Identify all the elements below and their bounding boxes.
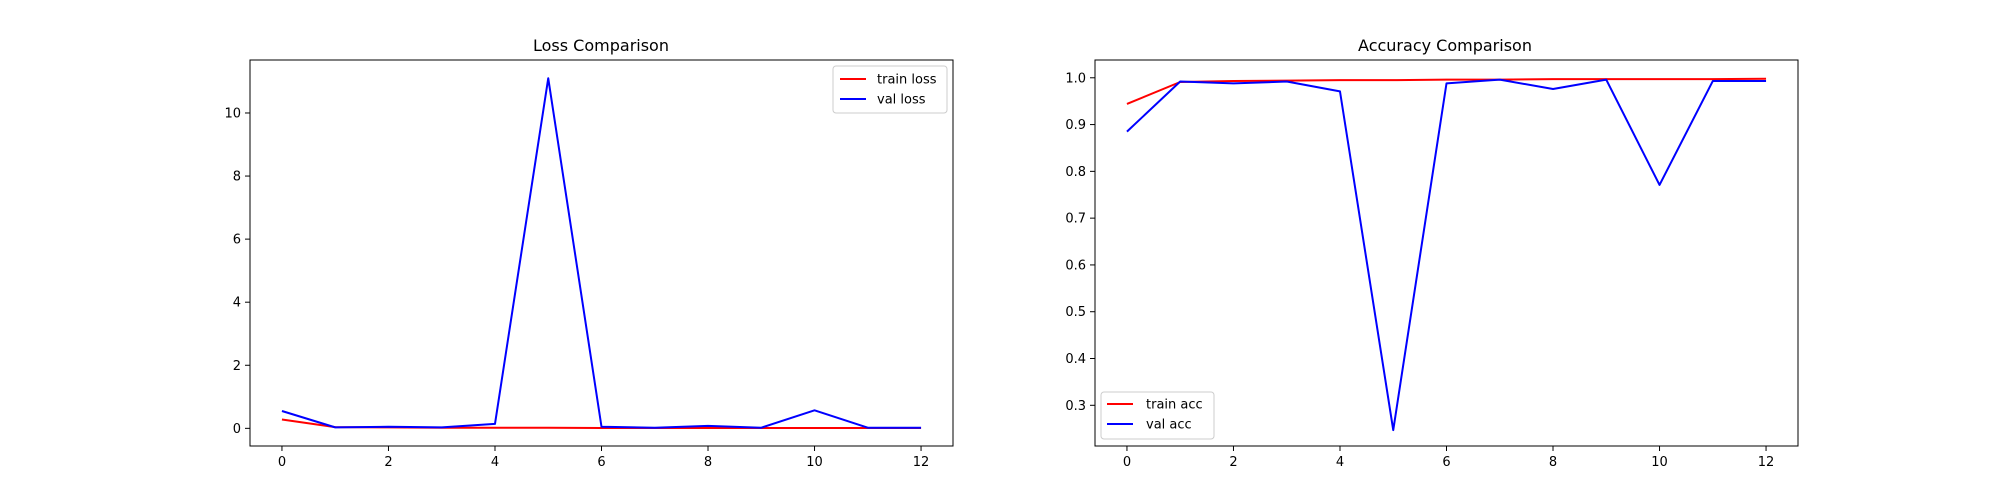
accuracy-y-tick-label: 0.4 [1065, 352, 1086, 367]
loss-y-tick-label: 4 [233, 296, 241, 311]
accuracy-y-axis: 0.3 0.4 0.5 0.6 0.7 0.8 0.9 1.0 [1065, 71, 1095, 414]
loss-x-tick-label: 2 [384, 455, 392, 470]
loss-chart-title: Loss Comparison [533, 36, 669, 55]
loss-legend-label-val: val loss [877, 93, 926, 108]
loss-x-tick-label: 12 [913, 455, 930, 470]
accuracy-y-tick-label: 0.9 [1065, 118, 1086, 133]
accuracy-x-tick-label: 8 [1549, 455, 1557, 470]
loss-x-tick-label: 0 [278, 455, 286, 470]
accuracy-legend-label-train: train acc [1146, 398, 1203, 413]
accuracy-chart-title: Accuracy Comparison [1358, 36, 1532, 55]
accuracy-legend: train acc val acc [1100, 391, 1215, 440]
accuracy-y-tick-label: 0.8 [1065, 165, 1086, 180]
loss-chart-lines [281, 77, 922, 430]
loss-x-axis: 0 2 4 6 8 10 12 [278, 446, 930, 470]
loss-y-tick-label: 6 [233, 233, 241, 248]
loss-y-tick-label: 10 [224, 106, 241, 121]
loss-legend-label-train: train loss [877, 73, 937, 88]
loss-x-tick-label: 6 [597, 455, 605, 470]
loss-legend-box [832, 65, 948, 114]
loss-y-tick-label: 8 [233, 170, 241, 185]
accuracy-y-tick-label: 0.7 [1065, 212, 1086, 227]
accuracy-chart: Accuracy Comparison 0 2 4 6 8 10 12 0.30.40.50… [1065, 36, 1799, 470]
accuracy-y-tick-label: 0.5 [1065, 305, 1086, 320]
accuracy-x-tick-label: 0 [1123, 455, 1131, 470]
loss-series-val-loss-line [281, 77, 922, 429]
accuracy-x-tick-label: 6 [1442, 455, 1450, 470]
loss-chart: Loss Comparison 0 2 4 6 8 10 12 0 2 4 6 8 10 train … [224, 36, 954, 470]
accuracy-x-tick-label: 12 [1758, 455, 1775, 470]
loss-legend: train loss val loss [832, 65, 948, 114]
accuracy-x-tick-label: 4 [1336, 455, 1344, 470]
accuracy-y-tick-label: 0.3 [1065, 399, 1086, 414]
accuracy-series-train-acc-line [1126, 77, 1767, 105]
accuracy-y-tick-label: 1.0 [1065, 71, 1086, 86]
accuracy-legend-label-val: val acc [1146, 418, 1192, 433]
accuracy-x-axis: 0 2 4 6 8 10 12 [1123, 446, 1775, 470]
accuracy-chart-lines [1126, 77, 1767, 432]
loss-x-tick-label: 4 [491, 455, 499, 470]
loss-y-axis: 0 2 4 6 8 10 [224, 106, 250, 437]
accuracy-x-tick-label: 2 [1229, 455, 1237, 470]
loss-y-tick-label: 0 [233, 422, 241, 437]
accuracy-y-tick-label: 0.6 [1065, 258, 1086, 273]
loss-x-tick-label: 10 [806, 455, 823, 470]
loss-y-tick-label: 2 [233, 359, 241, 374]
accuracy-series-val-acc-line [1126, 78, 1767, 432]
accuracy-x-tick-label: 10 [1651, 455, 1668, 470]
loss-x-tick-label: 8 [704, 455, 712, 470]
